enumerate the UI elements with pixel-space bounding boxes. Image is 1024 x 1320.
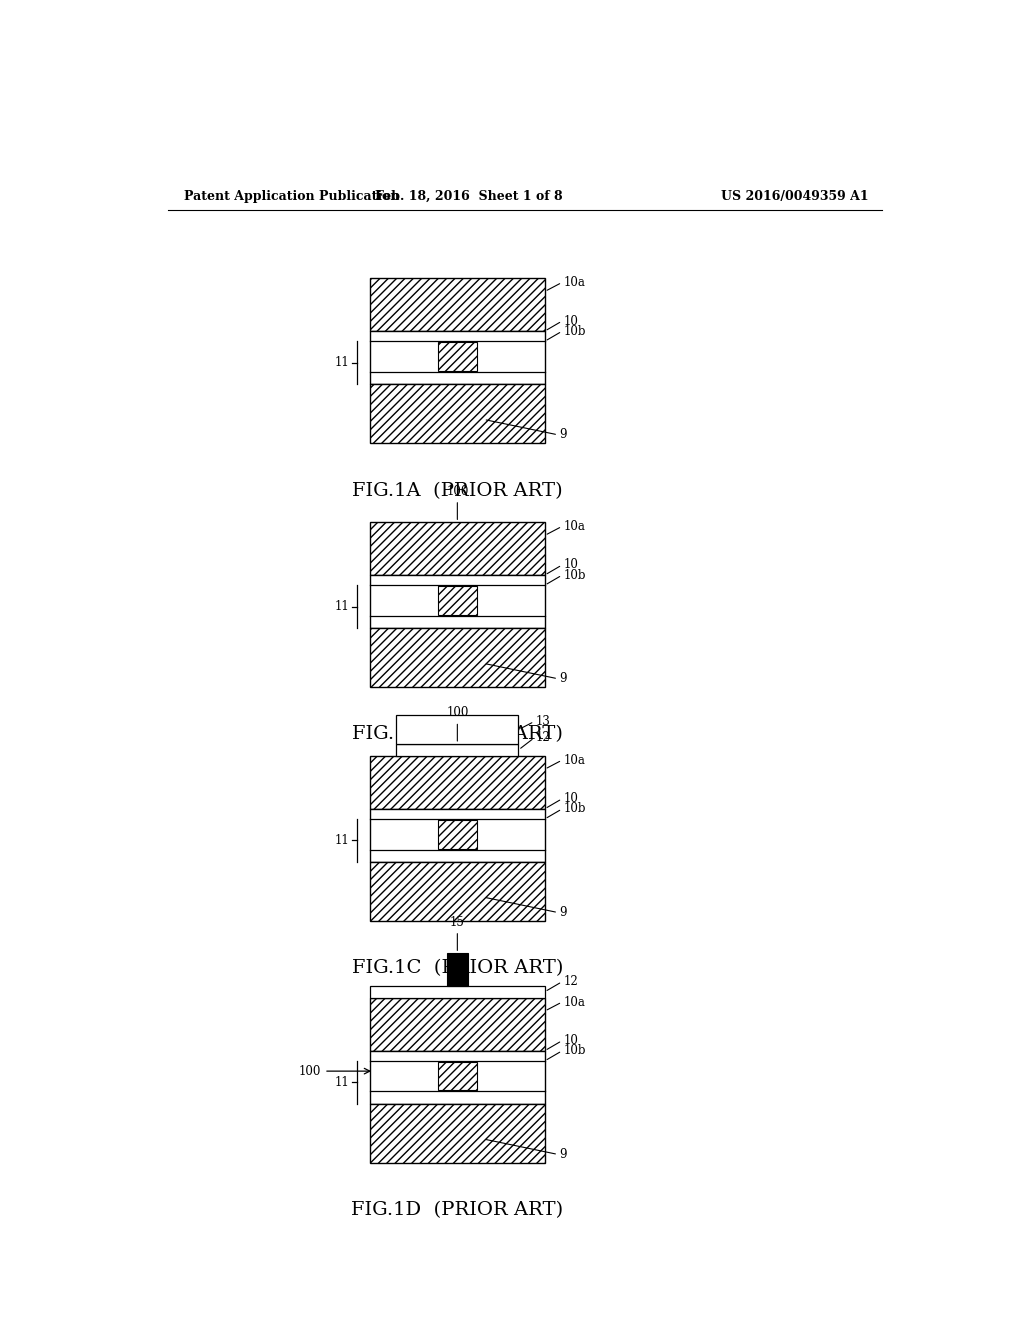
Bar bbox=[396, 715, 518, 744]
Bar bbox=[437, 342, 477, 371]
Bar bbox=[370, 279, 545, 331]
Text: 100: 100 bbox=[446, 484, 469, 498]
Text: Patent Application Publication: Patent Application Publication bbox=[183, 190, 399, 202]
Bar bbox=[437, 586, 477, 615]
Text: Feb. 18, 2016  Sheet 1 of 8: Feb. 18, 2016 Sheet 1 of 8 bbox=[376, 190, 563, 202]
Bar bbox=[370, 628, 545, 686]
Text: 10: 10 bbox=[563, 1034, 579, 1047]
Text: 11: 11 bbox=[335, 834, 349, 847]
Text: 9: 9 bbox=[560, 672, 567, 685]
Text: 10b: 10b bbox=[563, 803, 586, 816]
Bar bbox=[370, 1104, 545, 1163]
Bar bbox=[437, 342, 477, 371]
Text: 15: 15 bbox=[450, 916, 465, 929]
Bar bbox=[437, 820, 477, 849]
Text: FIG.1A  (PRIOR ART): FIG.1A (PRIOR ART) bbox=[352, 482, 562, 499]
Bar bbox=[370, 756, 545, 809]
Bar bbox=[370, 998, 545, 1051]
Bar bbox=[370, 384, 545, 444]
Bar bbox=[370, 986, 545, 998]
Bar bbox=[370, 756, 545, 809]
Bar bbox=[370, 384, 545, 444]
Bar bbox=[370, 331, 545, 384]
Text: 10b: 10b bbox=[563, 325, 586, 338]
Bar bbox=[370, 1104, 545, 1163]
Text: 10a: 10a bbox=[563, 754, 586, 767]
Text: US 2016/0049359 A1: US 2016/0049359 A1 bbox=[721, 190, 868, 202]
Text: FIG.1D  (PRIOR ART): FIG.1D (PRIOR ART) bbox=[351, 1201, 563, 1220]
Text: 9: 9 bbox=[560, 906, 567, 919]
Bar bbox=[370, 523, 545, 576]
Bar bbox=[370, 862, 545, 921]
Bar bbox=[396, 744, 518, 756]
Text: 9: 9 bbox=[560, 429, 567, 441]
Text: 9: 9 bbox=[560, 1148, 567, 1162]
Text: 10a: 10a bbox=[563, 276, 586, 289]
Bar bbox=[370, 809, 545, 862]
Text: 100: 100 bbox=[446, 706, 469, 719]
Text: 13: 13 bbox=[536, 715, 551, 729]
Bar bbox=[370, 279, 545, 331]
Text: 10b: 10b bbox=[563, 1044, 586, 1057]
Text: 10a: 10a bbox=[563, 995, 586, 1008]
Bar bbox=[370, 998, 545, 1051]
Bar bbox=[437, 1063, 477, 1090]
Bar bbox=[370, 862, 545, 921]
Bar bbox=[370, 523, 545, 576]
Text: 10: 10 bbox=[563, 558, 579, 572]
Text: 10: 10 bbox=[563, 792, 579, 805]
Bar bbox=[437, 820, 477, 849]
Text: 10b: 10b bbox=[563, 569, 586, 582]
Text: 11: 11 bbox=[335, 601, 349, 612]
Text: 11: 11 bbox=[335, 356, 349, 370]
Text: 12: 12 bbox=[536, 731, 551, 744]
Bar bbox=[370, 576, 545, 628]
Bar bbox=[370, 628, 545, 686]
Text: 100: 100 bbox=[298, 1065, 321, 1077]
Bar bbox=[370, 1051, 545, 1104]
Bar bbox=[437, 1063, 477, 1090]
Text: FIG.1B  (PRIOR ART): FIG.1B (PRIOR ART) bbox=[352, 726, 563, 743]
Text: 12: 12 bbox=[563, 975, 579, 989]
Text: 10a: 10a bbox=[563, 520, 586, 533]
Text: 11: 11 bbox=[335, 1076, 349, 1089]
Text: FIG.1C  (PRIOR ART): FIG.1C (PRIOR ART) bbox=[351, 960, 563, 977]
Bar bbox=[437, 586, 477, 615]
Text: 10: 10 bbox=[563, 314, 579, 327]
Bar bbox=[447, 953, 468, 986]
